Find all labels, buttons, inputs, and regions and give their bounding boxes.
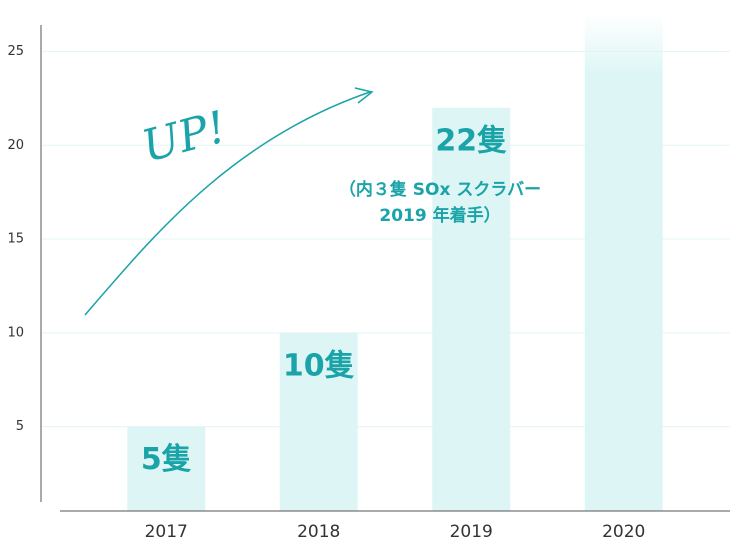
y-tick-label: 20 [7,138,24,153]
y-tick-label: 5 [16,419,24,434]
arrow [84,91,371,316]
value-label: 22隻 [435,123,507,158]
up-annotation: UP! [137,102,232,173]
bar [279,332,358,511]
bar [432,107,511,511]
value-label: 5隻 [141,442,192,477]
y-tick-label: 10 [7,325,24,340]
annotation: （内３隻 SOx スクラバー [339,179,541,200]
y-tick-label: 25 [7,44,24,59]
x-tick-label: 2019 [450,522,493,542]
x-tick-label: 2020 [602,522,645,542]
annotation: 2019 年着手） [379,205,500,226]
x-tick-label: 2017 [145,522,188,542]
y-tick-label: 15 [7,232,24,247]
value-label: 10隻 [283,348,355,383]
x-tick-label: 2018 [297,522,340,542]
bar [584,14,663,511]
bar [127,426,206,511]
arrow-head [354,87,374,104]
